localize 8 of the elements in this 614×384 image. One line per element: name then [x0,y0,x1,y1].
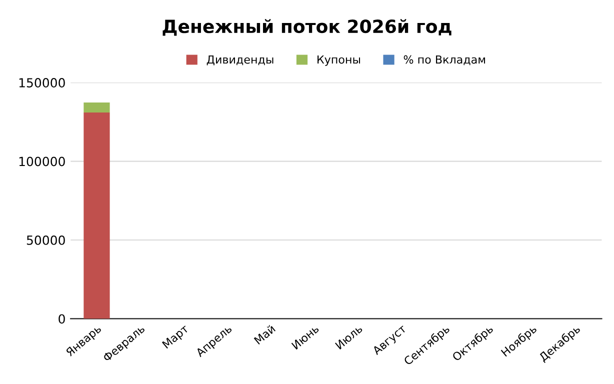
chart-title: Денежный поток 2026й год [162,19,452,36]
y-tick-label: 150000 [19,78,65,88]
legend-label: Дивиденды [206,55,274,66]
y-tick-label: 50000 [26,235,65,245]
y-tick-label: 0 [58,314,65,324]
legend-label: % по Вкладам [404,55,486,66]
legend-label: Купоны [318,55,360,66]
y-tick-label: 100000 [19,156,65,166]
